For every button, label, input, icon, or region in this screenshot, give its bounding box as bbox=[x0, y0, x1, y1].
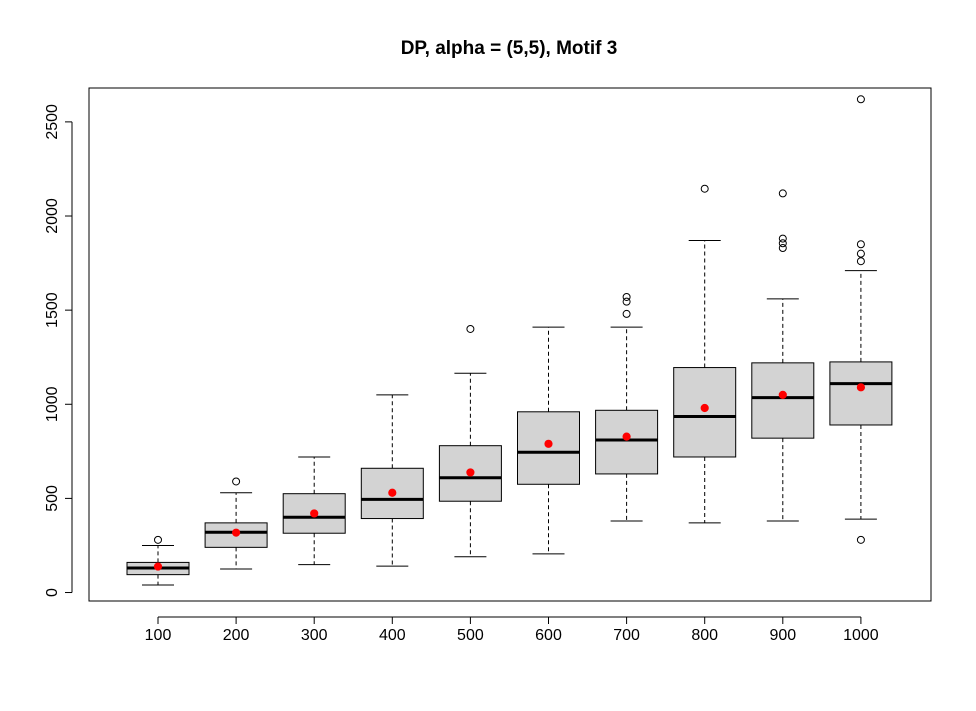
x-tick-label: 500 bbox=[457, 627, 484, 644]
y-axis: 0 500 1000 1500 2000 2500 bbox=[44, 104, 73, 597]
outlier-point bbox=[778, 239, 787, 248]
x-tick-label: 1000 bbox=[843, 627, 879, 644]
box-iqr bbox=[751, 362, 815, 439]
outlier-point bbox=[856, 240, 865, 249]
x-tick-label: 700 bbox=[613, 627, 640, 644]
x-axis: 100 200 300 400 500 600 700 800 900 1000 bbox=[145, 616, 879, 644]
box-group-600 bbox=[517, 326, 580, 555]
box-iqr bbox=[517, 411, 580, 485]
outlier-point bbox=[622, 297, 631, 306]
y-tick-label: 1000 bbox=[44, 386, 61, 422]
mean-point bbox=[856, 383, 866, 392]
outlier-point bbox=[778, 189, 787, 198]
outlier-point bbox=[856, 95, 865, 104]
chart-title: DP, alpha = (5,5), Motif 3 bbox=[401, 38, 618, 59]
box-group-100 bbox=[126, 535, 190, 586]
mean-point bbox=[310, 509, 319, 518]
outlier-point bbox=[856, 535, 865, 544]
box-group-200 bbox=[204, 477, 268, 570]
mean-point bbox=[544, 439, 553, 448]
box-group-500 bbox=[438, 324, 502, 558]
x-tick-label: 600 bbox=[535, 627, 562, 644]
outlier-point bbox=[232, 477, 241, 486]
x-tick-label: 200 bbox=[223, 627, 250, 644]
mean-point bbox=[466, 468, 475, 477]
x-tick-label: 100 bbox=[145, 627, 172, 644]
y-tick-label: 1500 bbox=[44, 292, 61, 328]
mean-point bbox=[622, 432, 631, 441]
box-iqr bbox=[595, 409, 659, 475]
outlier-point bbox=[778, 234, 787, 243]
outlier-point bbox=[856, 257, 865, 266]
box-group-700 bbox=[595, 292, 659, 522]
outlier-point bbox=[778, 244, 787, 253]
y-tick-label: 0 bbox=[44, 588, 61, 597]
y-tick-label: 500 bbox=[44, 485, 61, 512]
box-group-1000 bbox=[829, 95, 893, 544]
box-group-300 bbox=[282, 456, 346, 566]
outlier-point bbox=[856, 249, 865, 258]
mean-point bbox=[700, 403, 709, 413]
outlier-point bbox=[622, 309, 631, 318]
outlier-point bbox=[700, 184, 709, 193]
plot-frame bbox=[88, 87, 932, 602]
mean-point bbox=[388, 488, 397, 497]
outlier-point bbox=[466, 324, 475, 333]
x-tick-label: 400 bbox=[379, 627, 406, 644]
mean-point bbox=[153, 562, 163, 571]
box-group-800 bbox=[673, 184, 737, 524]
y-tick-label: 2500 bbox=[44, 104, 61, 140]
x-tick-label: 900 bbox=[769, 627, 796, 644]
mean-point bbox=[778, 390, 787, 399]
box-group-400 bbox=[360, 394, 424, 567]
box-iqr bbox=[673, 367, 737, 458]
box-series bbox=[126, 95, 893, 586]
y-tick-label: 2000 bbox=[44, 198, 61, 234]
x-tick-label: 800 bbox=[691, 627, 718, 644]
mean-point bbox=[232, 528, 241, 537]
box-group-900 bbox=[751, 189, 815, 522]
x-tick-label: 300 bbox=[301, 627, 328, 644]
box-iqr bbox=[829, 361, 893, 426]
outlier-point bbox=[622, 292, 631, 301]
outlier-point bbox=[154, 535, 162, 544]
